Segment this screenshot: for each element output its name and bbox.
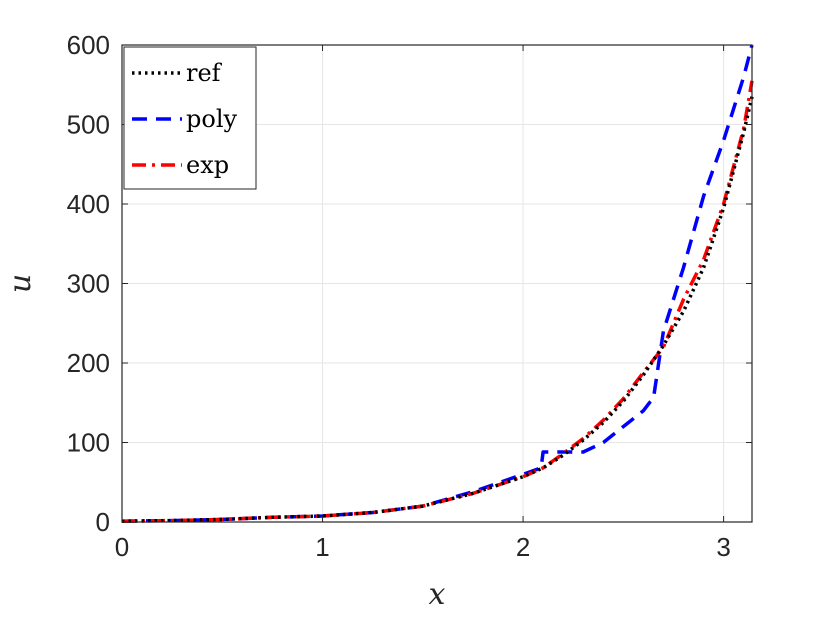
series-line-poly xyxy=(121,44,754,523)
y-tick-label: 100 xyxy=(67,428,110,458)
y-tick-label: 400 xyxy=(67,189,110,219)
legend-label-poly: poly xyxy=(186,105,237,133)
legend-label-ref: ref xyxy=(186,59,223,87)
series-lines xyxy=(121,44,754,523)
y-axis-label: u xyxy=(3,274,38,293)
x-tick-label: 2 xyxy=(516,532,530,562)
ticks: 0 1 2 3 0 100 200 300 400 500 600 xyxy=(67,30,752,562)
y-tick-label: 600 xyxy=(67,30,110,60)
x-tick-label: 0 xyxy=(115,532,129,562)
series-line-exp xyxy=(121,80,754,523)
legend: ref poly exp xyxy=(123,46,257,190)
x-axis-label: x xyxy=(429,577,446,612)
y-tick-label: 300 xyxy=(67,269,110,299)
y-tick-label: 500 xyxy=(67,110,110,140)
x-tick-label: 3 xyxy=(716,532,730,562)
y-tick-label: 0 xyxy=(96,507,110,537)
legend-label-exp: exp xyxy=(186,151,229,179)
x-tick-label: 1 xyxy=(315,532,329,562)
y-tick-label: 200 xyxy=(67,348,110,378)
